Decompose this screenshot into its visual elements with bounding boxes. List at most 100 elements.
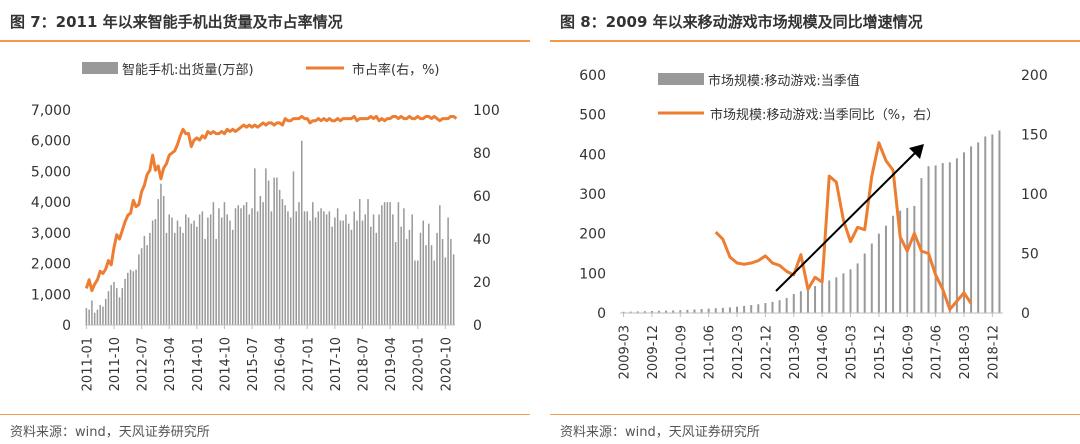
left-axis-tick-label: 7,000 <box>31 103 71 119</box>
bar <box>430 245 433 325</box>
x-axis-tick-label: 2013-09 <box>788 325 803 379</box>
bar <box>113 282 115 325</box>
bar <box>171 217 173 325</box>
bar <box>842 273 845 313</box>
bar <box>151 220 154 325</box>
bar <box>342 220 344 325</box>
bar <box>934 165 937 313</box>
bar <box>700 309 703 313</box>
left-axis-tick-label: 100 <box>579 266 606 282</box>
bar <box>686 309 689 313</box>
bar <box>193 220 195 325</box>
bar <box>444 257 447 325</box>
left-axis-tick-label: 300 <box>579 187 606 203</box>
trend-arrow-head <box>909 144 924 159</box>
title-divider <box>0 40 530 42</box>
bar <box>143 235 146 325</box>
bar <box>405 239 408 325</box>
bar <box>658 310 661 313</box>
bar <box>849 269 852 313</box>
bar <box>273 177 275 325</box>
bar <box>209 214 212 325</box>
bar <box>629 311 632 313</box>
footer-divider <box>550 414 1080 415</box>
bar <box>353 211 355 325</box>
bar <box>240 208 242 325</box>
bar <box>157 199 159 325</box>
bar <box>118 297 121 325</box>
x-axis-tick-label: 2011-01 <box>80 337 95 391</box>
bar <box>799 291 802 313</box>
bar <box>367 199 369 325</box>
bar <box>149 232 151 325</box>
right-axis-tick-label: 40 <box>473 232 491 248</box>
right-axis-tick-label: 80 <box>473 146 491 162</box>
bar <box>428 223 430 325</box>
trend-arrow-line <box>775 150 918 292</box>
bar <box>771 301 774 313</box>
right-axis-tick-label: 50 <box>1021 247 1039 263</box>
bar <box>375 232 378 325</box>
bar <box>721 307 724 313</box>
bar <box>331 226 333 325</box>
x-axis-tick-label: 2014-10 <box>218 337 233 391</box>
bar <box>212 202 215 325</box>
left-axis-tick-label: 5,000 <box>31 164 71 180</box>
bar <box>970 146 973 313</box>
right-axis-tick-label: 200 <box>1021 68 1048 84</box>
x-axis-tick-label: 2013-04 <box>163 337 178 391</box>
x-axis-tick-label: 2010-09 <box>674 325 689 379</box>
x-axis-tick-label: 2009-03 <box>618 325 633 379</box>
bar <box>317 211 320 325</box>
bar <box>436 232 438 325</box>
bar <box>300 140 303 325</box>
bar <box>339 220 342 325</box>
bar <box>165 232 168 325</box>
bar <box>906 207 909 313</box>
chart-panel-smartphone: 图 7：2011 年以来智能手机出货量及市占率情况 智能手机:出货量(万部) 市占… <box>0 0 530 444</box>
bar <box>204 239 206 325</box>
bar <box>416 260 419 325</box>
bar <box>229 220 231 325</box>
bar <box>207 217 209 325</box>
bar <box>441 239 444 325</box>
bar <box>104 298 107 325</box>
x-axis-tick-label: 2011-06 <box>703 325 718 379</box>
bar <box>295 211 297 325</box>
bar <box>913 205 916 313</box>
bar <box>389 202 391 325</box>
bar <box>378 214 380 325</box>
bar <box>173 232 176 325</box>
left-axis-tick-label: 400 <box>579 147 606 163</box>
legend-bar-swatch <box>658 73 704 85</box>
bar <box>977 142 980 313</box>
bar <box>102 306 104 325</box>
x-axis-tick-label: 2014-06 <box>816 325 831 379</box>
bar <box>370 226 372 325</box>
bar <box>403 208 405 325</box>
bar <box>394 242 397 325</box>
bar <box>99 305 101 325</box>
right-axis-tick-label: 100 <box>473 103 500 119</box>
share-line <box>714 141 973 311</box>
x-axis-tick-label: 2015-12 <box>873 325 888 379</box>
bar <box>168 214 170 325</box>
x-axis-tick-label: 2015-03 <box>845 325 860 379</box>
bar <box>91 300 93 325</box>
bar <box>234 208 237 325</box>
x-axis-tick-label: 2018-03 <box>958 325 973 379</box>
x-axis-tick-label: 2012-03 <box>731 325 746 379</box>
bar <box>314 217 317 325</box>
bar <box>877 233 880 313</box>
bar <box>927 166 930 313</box>
legend-line-label: 市占率(右，%) <box>352 62 440 78</box>
bar <box>433 260 436 325</box>
source-note: 资料来源：wind，天风证券研究所 <box>560 425 760 440</box>
bar <box>179 226 182 325</box>
bar <box>650 311 653 313</box>
bar <box>383 202 386 325</box>
right-axis-tick-label: 100 <box>1021 187 1048 203</box>
bar <box>129 269 132 325</box>
bar <box>312 202 314 325</box>
bar <box>325 214 328 325</box>
